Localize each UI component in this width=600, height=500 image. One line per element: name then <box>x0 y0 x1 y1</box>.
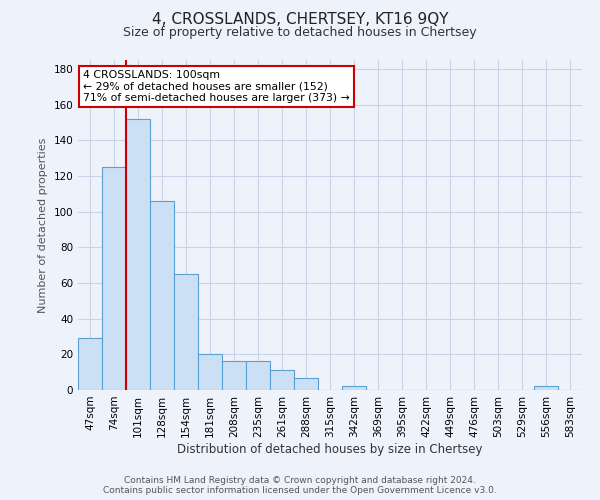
Bar <box>102 167 126 390</box>
Text: 4, CROSSLANDS, CHERTSEY, KT16 9QY: 4, CROSSLANDS, CHERTSEY, KT16 9QY <box>152 12 448 28</box>
Y-axis label: Number of detached properties: Number of detached properties <box>38 138 48 312</box>
Bar <box>150 201 174 390</box>
Bar <box>78 338 102 390</box>
Bar <box>222 362 246 390</box>
Bar <box>126 119 150 390</box>
X-axis label: Distribution of detached houses by size in Chertsey: Distribution of detached houses by size … <box>177 442 483 456</box>
Bar <box>246 362 270 390</box>
Bar <box>342 386 366 390</box>
Bar <box>198 354 222 390</box>
Text: 4 CROSSLANDS: 100sqm
← 29% of detached houses are smaller (152)
71% of semi-deta: 4 CROSSLANDS: 100sqm ← 29% of detached h… <box>83 70 350 103</box>
Text: Contains HM Land Registry data © Crown copyright and database right 2024.
Contai: Contains HM Land Registry data © Crown c… <box>103 476 497 495</box>
Text: Size of property relative to detached houses in Chertsey: Size of property relative to detached ho… <box>123 26 477 39</box>
Bar <box>294 378 318 390</box>
Bar <box>174 274 198 390</box>
Bar <box>270 370 294 390</box>
Bar <box>534 386 558 390</box>
